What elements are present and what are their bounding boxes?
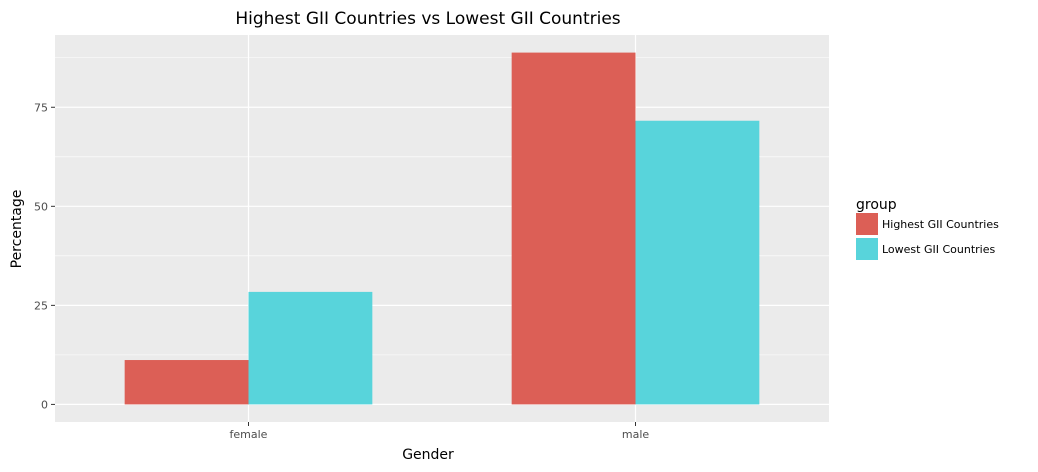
- x-tick-label: female: [230, 428, 268, 441]
- y-tick-label: 25: [34, 299, 48, 312]
- legend-label: Lowest GII Countries: [882, 243, 995, 256]
- x-tick-label: male: [622, 428, 650, 441]
- y-tick-label: 75: [34, 101, 48, 114]
- legend: group Highest GII Countries Lowest GII Co…: [856, 197, 999, 260]
- x-axis: female male: [230, 422, 650, 441]
- chart-title: Highest GII Countries vs Lowest GII Coun…: [235, 9, 620, 29]
- bar: [635, 120, 760, 405]
- y-axis: 0 25 50 75: [34, 101, 55, 411]
- bar: [124, 360, 249, 405]
- y-tick-label: 0: [41, 398, 48, 411]
- bars: [124, 52, 760, 405]
- legend-swatch: [856, 213, 878, 235]
- y-axis-title: Percentage: [9, 190, 25, 269]
- legend-swatch: [856, 238, 878, 260]
- bar: [511, 52, 636, 405]
- legend-label: Highest GII Countries: [882, 218, 999, 231]
- y-tick-label: 50: [34, 200, 48, 213]
- legend-title: group: [856, 197, 897, 213]
- x-axis-title: Gender: [402, 447, 454, 463]
- bar: [248, 291, 373, 405]
